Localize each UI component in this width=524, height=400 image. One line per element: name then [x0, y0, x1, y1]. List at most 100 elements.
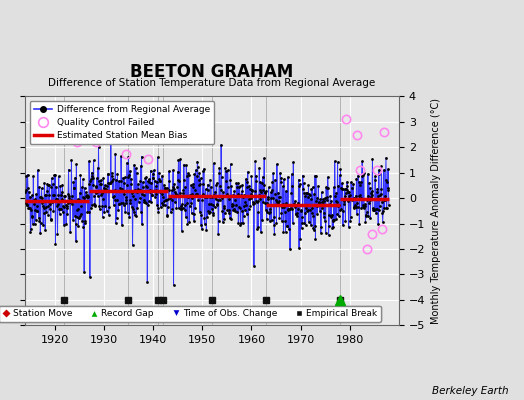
Point: [119, 202, 128, 208]
Point: [46, 200, 54, 207]
Point: [199, 191, 208, 198]
Point: [364, 213, 373, 219]
Point: [84, 194, 92, 200]
Point: [345, 189, 353, 196]
Point: [71, 212, 79, 219]
Point: [98, 202, 106, 209]
Point: [104, 171, 112, 177]
Point: [180, 161, 188, 168]
Point: [195, 182, 203, 188]
Point: [271, 176, 279, 183]
Point: [127, 176, 136, 182]
Point: [268, 187, 276, 193]
Point: [355, 221, 364, 227]
Point: [148, 192, 157, 198]
Point: [378, 210, 387, 216]
Point: [323, 197, 331, 204]
Point: [269, 194, 277, 201]
Point: [174, 157, 183, 163]
Point: [224, 184, 232, 190]
Point: [334, 182, 343, 189]
Point: [367, 190, 375, 196]
Point: [199, 180, 207, 187]
Point: [126, 200, 135, 207]
Point: [384, 186, 392, 193]
Point: [272, 220, 281, 226]
Point: [208, 206, 216, 212]
Y-axis label: Monthly Temperature Anomaly Difference (°C): Monthly Temperature Anomaly Difference (…: [431, 98, 441, 324]
Point: [322, 230, 330, 236]
Point: [269, 170, 277, 177]
Point: [34, 167, 42, 173]
Point: [21, 189, 29, 196]
Point: [373, 205, 381, 212]
Point: [40, 205, 48, 212]
Point: [342, 187, 351, 193]
Point: [246, 191, 255, 197]
Point: [163, 212, 171, 219]
Point: [242, 176, 250, 182]
Point: [225, 207, 234, 213]
Point: [113, 170, 122, 177]
Point: [260, 155, 268, 161]
Point: [322, 184, 330, 191]
Point: [192, 173, 201, 179]
Point: [40, 192, 49, 198]
Point: [336, 166, 345, 173]
Point: [227, 203, 236, 210]
Point: [326, 193, 334, 199]
Point: [135, 188, 143, 194]
Point: [116, 188, 124, 194]
Point: [144, 178, 152, 184]
Point: [251, 158, 259, 164]
Point: [93, 188, 102, 195]
Point: [160, 202, 169, 208]
Point: [337, 184, 345, 191]
Point: [122, 194, 130, 200]
Point: [233, 191, 242, 197]
Point: [345, 193, 354, 199]
Point: [148, 192, 156, 198]
Point: [137, 162, 145, 169]
Point: [265, 210, 274, 216]
Point: [369, 207, 377, 213]
Point: [381, 196, 389, 203]
Point: [58, 182, 67, 188]
Point: [169, 184, 177, 190]
Point: [335, 213, 343, 219]
Point: [267, 189, 275, 195]
Point: [331, 158, 339, 164]
Point: [118, 222, 126, 228]
Point: [103, 179, 112, 186]
Point: [236, 205, 244, 212]
Point: [70, 185, 78, 192]
Point: [90, 157, 98, 164]
Point: [207, 201, 215, 208]
Point: [257, 188, 266, 195]
Point: [288, 171, 296, 177]
Point: [88, 202, 96, 208]
Point: [44, 211, 52, 218]
Point: [338, 180, 346, 186]
Point: [135, 195, 144, 201]
Point: [282, 223, 291, 229]
Point: [77, 203, 85, 209]
Point: [202, 226, 211, 233]
Point: [304, 207, 312, 214]
Point: [82, 193, 91, 200]
Point: [104, 171, 113, 178]
Point: [225, 196, 233, 202]
Point: [64, 191, 72, 197]
Point: [48, 199, 57, 205]
Point: [61, 198, 70, 204]
Point: [217, 142, 225, 148]
Point: [267, 195, 275, 202]
Point: [145, 178, 154, 185]
Point: [206, 184, 215, 190]
Point: [144, 198, 152, 204]
Point: [31, 196, 39, 202]
Point: [291, 198, 299, 204]
Point: [108, 194, 117, 200]
Point: [61, 193, 69, 200]
Point: [324, 184, 332, 191]
